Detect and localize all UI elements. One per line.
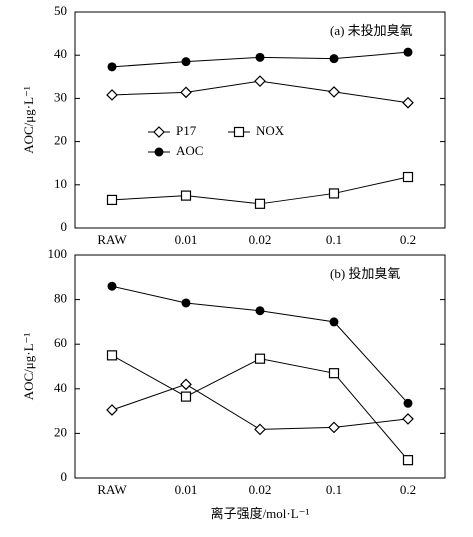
marker [328,368,340,379]
marker [328,188,340,199]
y-tick-label: 0 [61,219,68,234]
plot-frame [74,254,446,479]
series-line [111,354,409,461]
x-tick-label: RAW [97,482,127,497]
plot-frame [74,11,446,229]
marker [106,404,118,416]
marker [402,96,414,109]
x-tick-label: 0.02 [249,482,272,497]
x-tick-label: 0.01 [175,482,198,497]
marker [180,190,192,201]
y-tick-label: 30 [54,89,67,104]
y-tick-label: 40 [54,46,67,61]
marker [180,391,192,402]
marker [180,86,192,99]
marker [403,47,413,57]
marker [402,171,414,183]
marker [403,398,413,408]
marker [328,86,340,98]
y-axis-title: AOC/μg·L⁻¹ [21,333,36,401]
marker [254,198,266,209]
x-tick-label: 0.2 [400,232,416,247]
marker [255,306,265,316]
marker [106,194,118,206]
y-axis-title: AOC/μg·L⁻¹ [21,86,36,154]
marker [180,378,192,391]
marker [254,75,266,87]
y-tick-label: 80 [54,291,67,306]
y-tick-label: 50 [54,3,67,18]
legend-label: P17 [176,123,197,138]
legend-label: NOX [256,123,285,138]
marker [181,57,191,67]
x-tick-label: 0.1 [326,232,342,247]
marker [402,413,414,425]
x-tick-label: 0.02 [249,232,272,247]
y-tick-label: 60 [54,335,67,350]
x-tick-label: 0.1 [326,482,342,497]
x-axis-title: 离子强度/mol·L⁻¹ [211,506,310,521]
x-tick-label: RAW [97,232,127,247]
y-tick-label: 0 [61,469,68,484]
x-tick-label: 0.01 [175,232,198,247]
annotation: (b) 投加臭氧 [330,266,400,281]
marker [255,52,265,62]
legend-marker [233,126,245,138]
y-tick-label: 20 [54,133,67,148]
y-tick-label: 10 [54,176,67,191]
marker [181,298,191,308]
y-tick-label: 40 [54,380,67,395]
marker [402,455,414,466]
series-line [111,285,409,404]
marker [329,54,339,64]
legend-marker [154,147,164,157]
marker [106,89,118,101]
annotation: (a) 未投加臭氧 [330,23,413,38]
series-line [111,383,409,430]
legend-marker [153,126,165,138]
marker [254,423,266,436]
marker [107,281,117,291]
y-tick-label: 20 [54,424,67,439]
marker [106,350,118,361]
legend-label: AOC [176,143,203,158]
marker [329,317,339,327]
marker [107,62,117,72]
x-tick-label: 0.2 [400,482,416,497]
marker [328,421,340,434]
y-tick-label: 100 [48,246,68,261]
marker [254,353,266,364]
